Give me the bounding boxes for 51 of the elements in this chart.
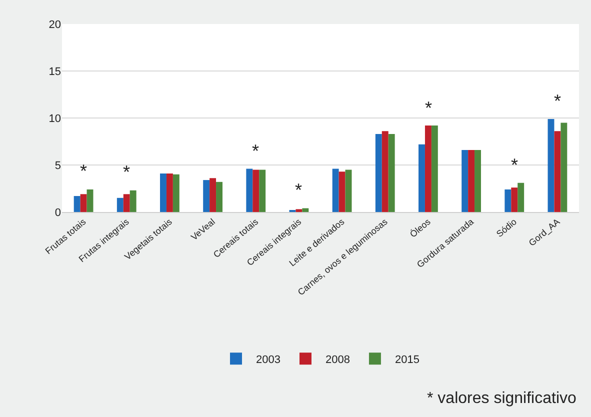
bar bbox=[302, 208, 309, 212]
bar bbox=[474, 150, 481, 212]
bar bbox=[216, 182, 222, 212]
bar bbox=[418, 144, 425, 212]
legend-label: 2008 bbox=[325, 354, 350, 366]
bar bbox=[160, 173, 166, 212]
annotation: * bbox=[252, 141, 260, 161]
bar bbox=[116, 198, 124, 212]
bar bbox=[468, 150, 475, 212]
bar bbox=[210, 178, 216, 212]
y-tick-label: 15 bbox=[48, 66, 61, 78]
legend-label: 2003 bbox=[256, 354, 280, 366]
bar bbox=[511, 188, 518, 212]
bar bbox=[548, 118, 554, 212]
y-tick-label: 20 bbox=[48, 18, 61, 31]
bar bbox=[462, 150, 468, 212]
bar bbox=[166, 173, 173, 212]
bar bbox=[375, 134, 382, 212]
bar bbox=[203, 180, 210, 212]
bar bbox=[130, 190, 136, 212]
bar bbox=[424, 126, 432, 212]
bar bbox=[388, 134, 395, 212]
bar bbox=[560, 122, 568, 212]
annotation: * bbox=[511, 155, 518, 175]
bar bbox=[431, 126, 438, 212]
bar bbox=[345, 170, 352, 212]
bar bbox=[172, 174, 180, 212]
bar bbox=[74, 196, 80, 212]
y-tick-label: 0 bbox=[54, 206, 61, 219]
y-tick-label: 10 bbox=[48, 112, 61, 125]
bar bbox=[382, 131, 388, 212]
bar bbox=[259, 170, 266, 212]
bar bbox=[80, 194, 87, 212]
bar bbox=[332, 168, 339, 212]
annotation: * bbox=[80, 161, 88, 181]
bar bbox=[86, 189, 94, 212]
bar bbox=[252, 170, 260, 212]
text: * valores significativo bbox=[427, 390, 576, 407]
annotation: * bbox=[554, 91, 562, 111]
annotation: * bbox=[425, 98, 432, 118]
bar bbox=[338, 172, 346, 212]
annotation: * bbox=[295, 180, 302, 200]
bar bbox=[554, 131, 561, 212]
bar bbox=[123, 194, 130, 212]
bar bbox=[296, 209, 302, 212]
bar bbox=[518, 182, 524, 212]
bar bbox=[504, 189, 512, 212]
bar bbox=[246, 168, 253, 212]
legend-label: 2015 bbox=[394, 354, 420, 366]
annotation: * bbox=[123, 162, 130, 182]
y-tick-label: 5 bbox=[54, 160, 61, 172]
